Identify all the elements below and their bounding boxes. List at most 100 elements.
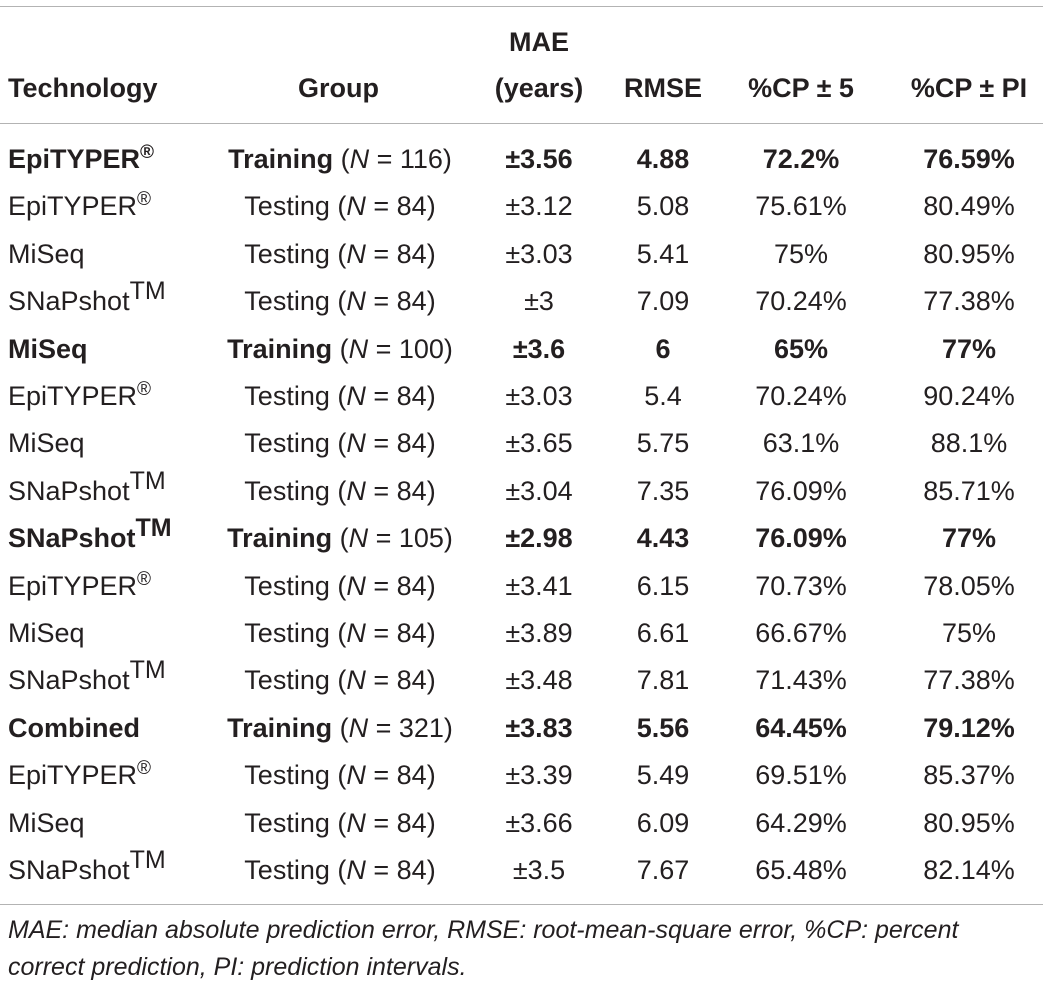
technology-name: MiSeq [8,428,85,459]
cell-cp5: 72.2% [762,144,840,174]
cell-technology: MiSeq [8,800,85,847]
header-mae-line1: MAE [509,27,569,57]
table-footnote: MAE: median absolute prediction error, R… [8,916,959,981]
cell-technology: EpiTYPER® [8,563,151,610]
header-mae-line2: (years) [494,73,584,103]
cell-technology: SNaPshotTM [8,278,166,325]
cell-rmse: 4.88 [636,144,690,174]
cell-rmse: 6 [655,333,671,364]
n-symbol: N [346,191,366,222]
n-symbol: N [346,475,366,506]
cell-group: Testing (N = 84) [244,760,436,791]
cell-cppi: 77% [941,333,997,364]
group-name: Testing [244,475,330,506]
n-symbol: N [346,665,366,696]
cell-cp5: 69.51% [755,760,847,791]
cell-rmse: 5.56 [636,712,690,743]
technology-name: MiSeq [8,618,85,648]
cell-group: Training (N = 100) [227,333,453,364]
technology-name: MiSeq [8,333,88,364]
n-symbol: N [346,570,366,601]
cell-cp5: 71.43% [755,665,847,696]
cell-cppi: 77% [941,523,997,554]
trademark-mark: TM [135,514,172,543]
cell-cppi: 75% [941,618,997,648]
cell-cppi: 85.71% [923,475,1015,506]
cell-technology: MiSeq [8,231,85,278]
cell-cp5: 63.1% [762,428,840,459]
cell-technology: EpiTYPER® [8,752,151,799]
table-row: MiSeq Testing (N = 84) ±3.03 5.41 75% 80.95% [0,231,1043,278]
cell-rmse: 5.75 [636,428,690,459]
header-cppi: %CP ± PI [910,73,1028,103]
technology-name: MiSeq [8,807,85,838]
cell-group: Testing (N = 84) [244,286,436,317]
cell-mae: ±3.65 [505,428,573,459]
cell-technology: MiSeq [8,326,88,373]
cell-group: Testing (N = 84) [244,428,436,459]
table-row: EpiTYPER® Testing (N = 84) ±3.41 6.15 70.73%… [0,563,1043,610]
n-symbol: N [346,855,366,885]
cell-technology: SNaPshotTM [8,515,172,562]
cell-cppi: 90.24% [923,381,1015,411]
cell-mae: ±3.5 [512,855,566,885]
sample-size: 84 [396,475,427,506]
cell-mae: ±3.12 [505,191,573,222]
technology-name: EpiTYPER [8,760,138,791]
technology-name: SNaPshot [8,855,130,885]
cell-cp5: 76.09% [755,523,847,554]
cell-cp5: 75.61% [755,191,847,222]
cell-cp5: 65.48% [755,855,847,885]
cell-group: Testing (N = 84) [244,475,436,506]
cell-group: Testing (N = 84) [244,665,436,696]
table-row: SNaPshotTM Testing (N = 84) ±3 7.09 70.24% 77… [0,278,1043,325]
cell-technology: Combined [8,705,140,752]
cell-group: Testing (N = 84) [244,570,436,601]
group-name: Testing [244,238,330,269]
sample-size: 84 [396,238,427,269]
cell-rmse: 7.09 [636,286,690,317]
cell-mae: ±3.66 [505,807,573,838]
table-row: SNaPshotTM Testing (N = 84) ±3.5 7.67 65.48%… [0,847,1043,894]
header-rule [0,123,1043,124]
group-name: Testing [244,760,330,791]
cell-group: Training (N = 321) [227,712,453,743]
cell-cppi: 80.95% [923,807,1015,838]
table-row: EpiTYPER® Testing (N = 84) ±3.12 5.08 75.61%… [0,183,1043,230]
header-group: Group [298,73,379,103]
cell-rmse: 7.81 [636,665,690,696]
group-name: Testing [244,855,330,885]
technology-name: SNaPshot [8,286,130,317]
cell-rmse: 5.4 [644,381,682,411]
n-symbol: N [348,712,369,743]
n-symbol: N [348,523,369,554]
cell-rmse: 7.67 [636,855,690,885]
cell-rmse: 5.08 [636,191,690,222]
cell-cp5: 70.24% [755,286,847,317]
cell-rmse: 6.61 [636,618,690,648]
group-name: Training [228,144,334,174]
group-name: Testing [244,191,330,222]
cell-mae: ±3.03 [505,381,573,411]
group-name: Testing [244,570,330,601]
sample-size: 84 [396,618,427,648]
header-technology: Technology [8,73,158,103]
cell-mae: ±3.39 [505,760,573,791]
cell-cp5: 76.09% [755,475,847,506]
group-name: Testing [244,807,330,838]
cell-mae: ±3.6 [512,333,566,364]
trademark-mark: ® [140,142,155,163]
group-name: Testing [244,286,330,317]
cell-cppi: 80.49% [923,191,1015,222]
cell-cp5: 64.45% [755,712,847,743]
sample-size: 84 [396,807,427,838]
cell-rmse: 7.35 [636,475,690,506]
cell-technology: SNaPshotTM [8,847,166,894]
group-name: Training [227,523,333,554]
sample-size: 84 [396,855,427,885]
cell-cppi: 77.38% [923,286,1015,317]
trademark-mark: ® [137,189,152,211]
sample-size: 84 [396,428,427,459]
cell-cppi: 85.37% [923,760,1015,791]
n-symbol: N [346,238,366,269]
